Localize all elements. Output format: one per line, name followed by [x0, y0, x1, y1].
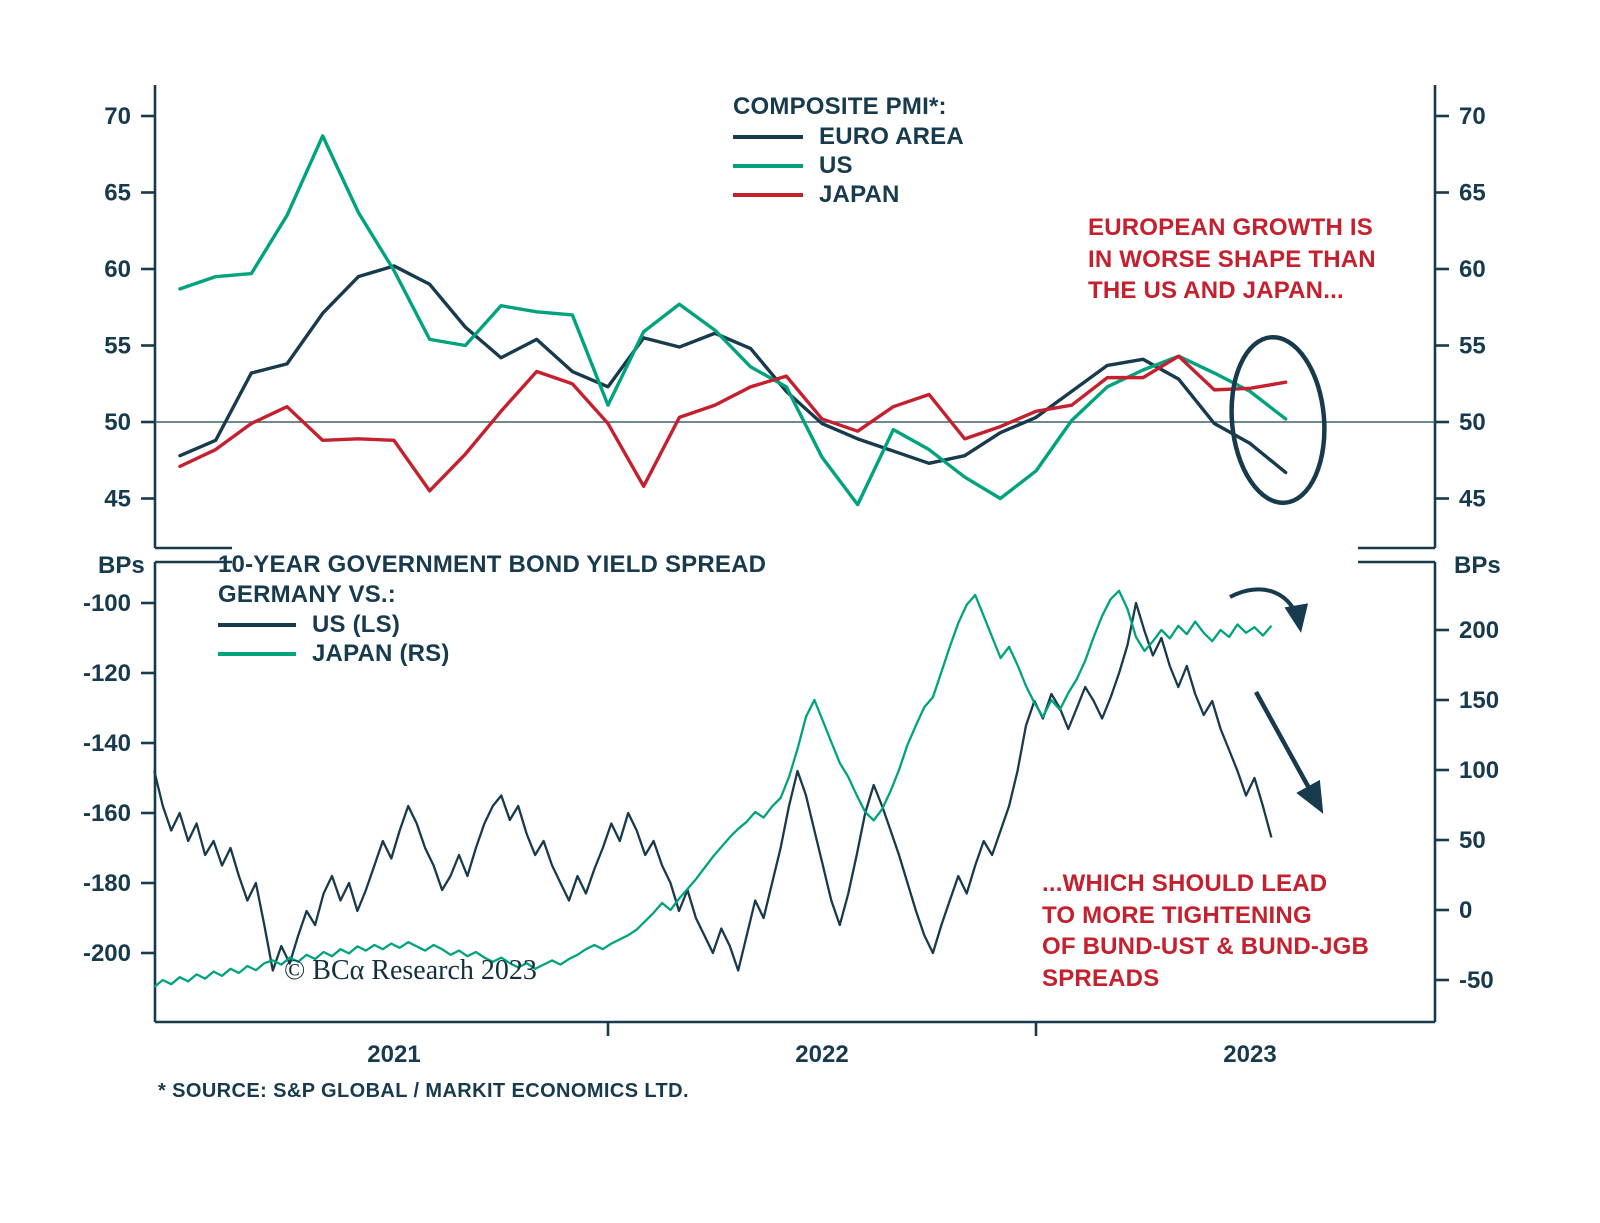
euro-area-pmi-line: [178, 264, 1288, 475]
x-year-label: 2022: [795, 1041, 848, 1068]
bps-label-left: BPs: [98, 552, 145, 579]
pmi-tick-label-left: 50: [104, 409, 131, 436]
pmi-tick-label-left: 70: [104, 103, 131, 130]
highlight-ellipse: [1229, 334, 1327, 506]
curved-arrow: [1229, 587, 1309, 633]
us-ls-line-sample: [218, 622, 296, 627]
japan-rs-line-sample: [218, 651, 296, 656]
japan-pmi-line: [178, 354, 1288, 493]
bund-jgb-spread-line: [153, 589, 1273, 988]
legend-item-japan-rs: JAPAN (RS): [218, 639, 766, 668]
pmi-tick-label-left: 65: [104, 180, 131, 207]
spread-tick-label-right: 200: [1459, 617, 1499, 644]
spread-tick-label-left: -160: [83, 800, 131, 827]
bps-label-right: BPs: [1454, 552, 1501, 579]
spread-tick-label-right: 50: [1459, 827, 1486, 854]
legend-item-japan: JAPAN: [733, 180, 964, 209]
pmi-tick-label-right: 65: [1459, 180, 1486, 207]
pmi-tick-label-right: 45: [1459, 486, 1486, 513]
us-pmi-line: [178, 134, 1288, 507]
pmi-legend-title: COMPOSITE PMI*:: [733, 93, 947, 120]
bund-ust-spread-line: [153, 601, 1273, 972]
spread-tick-label-left: -180: [83, 870, 131, 897]
bond-spread-legend-title: 10-YEAR GOVERNMENT BOND YIELD SPREAD GER…: [218, 551, 767, 608]
source-footnote: * SOURCE: S&P GLOBAL / MARKIT ECONOMICS …: [158, 1080, 689, 1102]
x-year-label: 2021: [367, 1041, 420, 1068]
pmi-tick-label-right: 55: [1459, 333, 1486, 360]
pmi-tick-label-right: 60: [1459, 256, 1486, 283]
pmi-tick-label-right: 50: [1459, 409, 1486, 436]
legend-item-us: US: [733, 151, 964, 180]
spread-tick-label-right: 150: [1459, 687, 1499, 714]
pmi-tick-label-left: 45: [104, 486, 131, 513]
spread-tick-label-left: -200: [83, 940, 131, 967]
spread-tick-label-right: 100: [1459, 757, 1499, 784]
spread-tick-label-left: -140: [83, 730, 131, 757]
legend-item-us-ls: US (LS): [218, 610, 766, 639]
euro-area-line-sample: [733, 134, 803, 139]
japan-line-sample: [733, 192, 803, 197]
bond-spread-legend: 10-YEAR GOVERNMENT BOND YIELD SPREAD GER…: [218, 550, 766, 668]
copyright-bca-research: © BCα Research 2023: [284, 955, 537, 986]
spread-tick-label-right: 0: [1459, 897, 1472, 924]
pmi-tick-label-left: 55: [104, 333, 131, 360]
annotation-european-growth: EUROPEAN GROWTH IS IN WORSE SHAPE THAN T…: [1088, 214, 1376, 305]
spread-tick-label-left: -120: [83, 660, 131, 687]
spread-tick-label-left: -100: [83, 590, 131, 617]
legend-item-euro-area: EURO AREA: [733, 122, 964, 151]
pmi-tick-label-left: 60: [104, 256, 131, 283]
annotation-tightening: ...WHICH SHOULD LEAD TO MORE TIGHTENING …: [1042, 870, 1370, 993]
pmi-tick-label-right: 70: [1459, 103, 1486, 130]
x-year-label: 2023: [1223, 1041, 1276, 1068]
straight-arrow: [1254, 690, 1324, 814]
spread-tick-label-right: -50: [1459, 967, 1494, 994]
pmi-legend: COMPOSITE PMI*: EURO AREA US JAPAN: [733, 92, 964, 209]
us-line-sample: [733, 163, 803, 168]
